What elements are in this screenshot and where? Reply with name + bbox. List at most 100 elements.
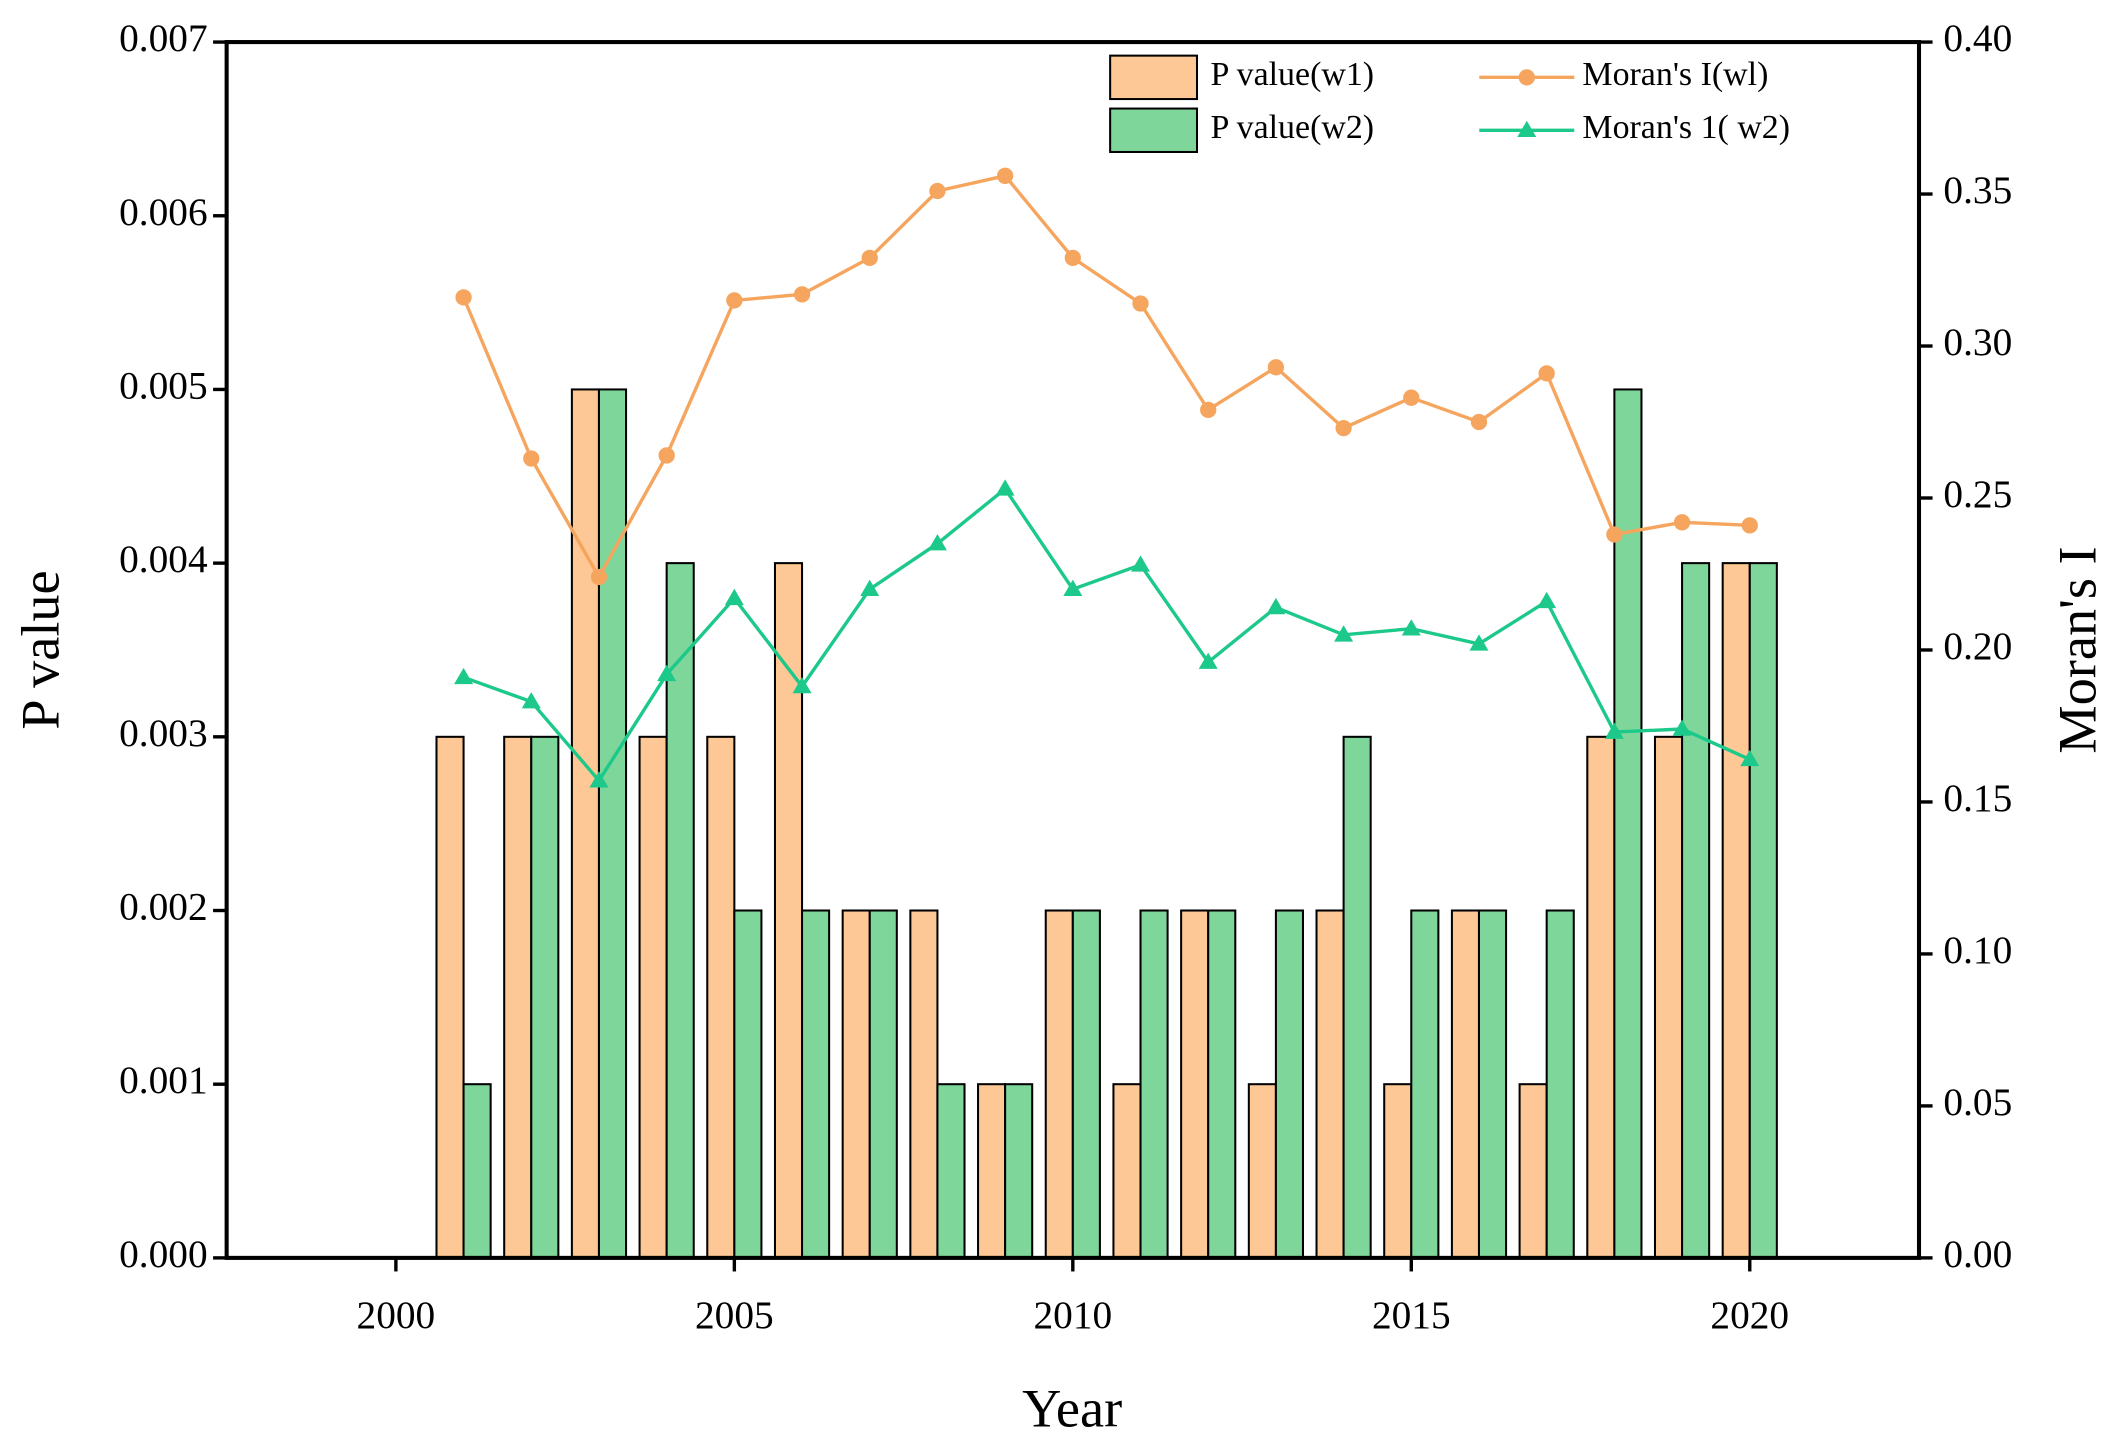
marker <box>1673 514 1691 531</box>
marker <box>1132 295 1149 312</box>
y2-tick-label: 0.00 <box>1943 1232 2012 1276</box>
line <box>462 486 1751 784</box>
marker <box>995 479 1015 496</box>
y-tick-label: 0.005 <box>119 363 208 407</box>
x-tick-label: 2005 <box>695 1293 774 1337</box>
marker <box>1538 365 1555 382</box>
marker <box>792 676 812 694</box>
x-tick-label: 2010 <box>1033 1293 1112 1337</box>
y-tick-label: 0.006 <box>119 190 208 234</box>
legend-swatch <box>1109 54 1199 101</box>
legend-swatch <box>1109 107 1199 153</box>
y-tick-label: 0.000 <box>119 1232 208 1276</box>
bar <box>1477 909 1508 1259</box>
bar <box>530 735 560 1259</box>
y2-axis-title: Moran's I <box>2048 546 2108 753</box>
bar <box>1004 1083 1034 1259</box>
bar <box>570 388 600 1259</box>
y-tick-label: 0.001 <box>119 1058 208 1102</box>
bar <box>733 909 763 1259</box>
x-axis-title: Year <box>1022 1378 1122 1438</box>
marker <box>860 579 880 596</box>
marker <box>455 289 472 306</box>
marker <box>996 167 1014 184</box>
legend-label: Moran's 1( w2) <box>1582 109 1790 146</box>
marker <box>929 182 946 200</box>
marker <box>1672 719 1692 736</box>
marker <box>1403 389 1420 406</box>
marker <box>1469 634 1489 651</box>
bar <box>1274 909 1304 1259</box>
bar <box>1748 562 1778 1259</box>
marker <box>1198 652 1218 669</box>
bar <box>977 1083 1007 1259</box>
y2-tick-label: 0.35 <box>1943 168 2012 212</box>
marker <box>1335 419 1352 437</box>
marker <box>1741 517 1758 534</box>
legend-marker <box>1518 69 1535 86</box>
marker <box>726 292 743 309</box>
legend-marker <box>1517 120 1537 138</box>
marker <box>1267 359 1285 376</box>
y2-tick-label: 0.40 <box>1943 16 2012 60</box>
bar <box>1383 1083 1413 1259</box>
marker <box>657 664 677 682</box>
marker <box>1606 526 1623 543</box>
bar <box>1247 1083 1277 1259</box>
marker <box>861 249 878 267</box>
x-tick-label: 2020 <box>1710 1293 1789 1337</box>
marker <box>1064 249 1081 267</box>
marker <box>1401 619 1421 636</box>
bar <box>1180 909 1210 1259</box>
marker <box>793 286 811 303</box>
y2-tick-label: 0.30 <box>1943 320 2012 364</box>
bar <box>1681 562 1711 1259</box>
legend-label: Moran's I(wl) <box>1582 56 1768 93</box>
marker <box>1266 597 1286 615</box>
marker <box>1537 591 1557 609</box>
marker <box>1063 579 1083 596</box>
marker <box>454 667 474 685</box>
marker <box>1604 722 1624 739</box>
y-tick-label: 0.002 <box>119 885 208 929</box>
x-tick-label: 2000 <box>357 1293 436 1337</box>
x-tick-label: 2015 <box>1372 1293 1451 1337</box>
marker <box>523 450 540 467</box>
bar <box>1721 562 1751 1259</box>
bar <box>435 735 465 1259</box>
marker <box>1740 749 1760 767</box>
bar <box>909 909 939 1259</box>
y-tick-label: 0.007 <box>119 16 208 60</box>
bar <box>868 909 898 1259</box>
marker <box>927 534 947 551</box>
marker <box>1334 625 1354 642</box>
y2-tick-label: 0.20 <box>1943 624 2012 668</box>
bar <box>1586 735 1616 1259</box>
y2-tick-label: 0.10 <box>1943 928 2012 972</box>
bar <box>1207 909 1237 1259</box>
legend-label: P value(w2) <box>1211 109 1375 146</box>
marker <box>1131 555 1151 572</box>
bar <box>1071 909 1101 1259</box>
bar <box>841 909 871 1259</box>
line <box>462 173 1750 581</box>
marker <box>724 588 744 606</box>
bar <box>503 735 533 1259</box>
bar <box>1112 1083 1142 1259</box>
bar <box>1518 1083 1548 1259</box>
legend-label: P value(w1) <box>1211 56 1375 93</box>
bar <box>1044 909 1074 1259</box>
bar <box>1139 909 1169 1259</box>
marker <box>521 692 541 709</box>
bar <box>706 735 736 1259</box>
y2-tick-label: 0.25 <box>1943 472 2012 516</box>
bar <box>462 1083 492 1259</box>
bar <box>638 735 668 1259</box>
bar <box>1410 909 1440 1259</box>
y-tick-label: 0.003 <box>119 711 208 755</box>
bar <box>1653 735 1684 1259</box>
bar <box>597 388 628 1259</box>
bar <box>1450 909 1481 1259</box>
y-axis-title: P value <box>11 570 71 729</box>
